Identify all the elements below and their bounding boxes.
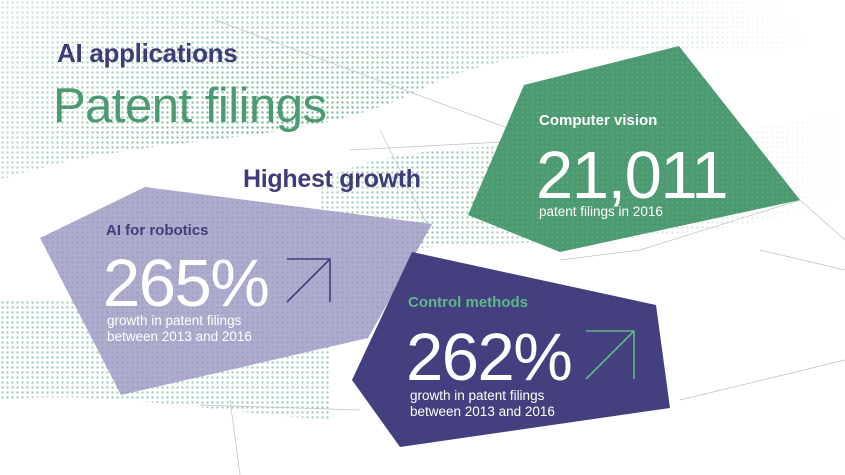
robotics-description: growth in patent filings between 2013 an… [107,313,282,345]
computer-vision-description: patent filings in 2016 [539,204,663,220]
computer-vision-value: 21,011 [536,142,727,209]
robotics-value: 265% [103,250,268,317]
header-title: AI applications [57,38,237,69]
computer-vision-label: Computer vision [539,112,657,129]
control-methods-value: 262% [406,324,571,391]
control-methods-description: growth in patent filings between 2013 an… [410,388,585,420]
section-title: Highest growth [243,165,421,194]
control-methods-label: Control methods [408,294,528,311]
header-subtitle: Patent filings [53,78,327,134]
robotics-label: AI for robotics [106,222,209,239]
